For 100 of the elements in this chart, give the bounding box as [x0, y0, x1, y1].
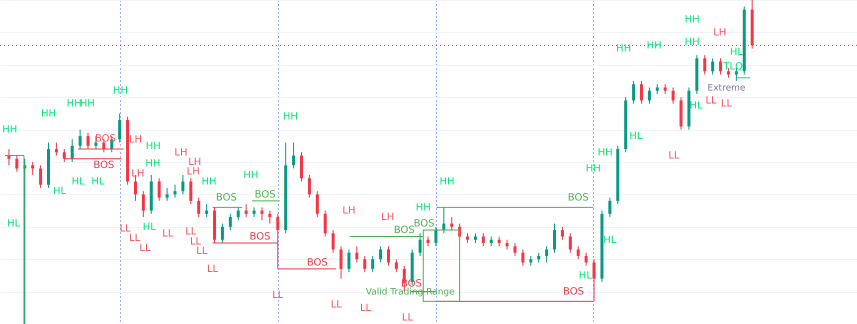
- candlestick: [506, 239, 509, 250]
- candlestick: [324, 210, 327, 238]
- annotation: HH: [684, 37, 700, 48]
- candlestick: [189, 178, 192, 205]
- candlestick: [118, 112, 122, 144]
- annotation: HH: [598, 147, 613, 158]
- annotation: HH: [684, 14, 700, 26]
- candlestick: [560, 226, 564, 240]
- candlestick: [15, 155, 18, 172]
- candlestick: [54, 142, 58, 156]
- annotation: HL: [72, 176, 86, 188]
- annotation: BOS: [414, 218, 435, 230]
- candlestick: [521, 248, 524, 266]
- candlestick: [545, 246, 548, 263]
- annotation: LH: [381, 212, 394, 224]
- annotation: HH: [201, 176, 217, 188]
- candlestick: [386, 246, 390, 266]
- annotation: BOS: [93, 160, 114, 172]
- candlestick: [513, 242, 516, 256]
- candlestick: [340, 246, 343, 280]
- candlestick: [300, 152, 303, 182]
- candlestick: [529, 255, 532, 266]
- candlestick: [347, 248, 350, 273]
- annotation: LL: [196, 246, 208, 258]
- candlestick: [39, 164, 42, 188]
- annotation: BOS: [216, 192, 237, 204]
- candlestick: [490, 236, 493, 247]
- candlestick: [7, 148, 10, 166]
- annotation: LL: [668, 150, 680, 162]
- annotation: HH: [282, 112, 298, 123]
- annotation: HH: [646, 40, 662, 52]
- annotation: LL: [705, 95, 718, 106]
- candlestick: [244, 204, 248, 218]
- candlestick: [434, 226, 438, 247]
- candlestick: [252, 206, 256, 218]
- candlestick: [640, 80, 643, 104]
- candlestick: [308, 174, 311, 198]
- candlestick: [394, 258, 398, 273]
- candlestick: [292, 142, 296, 169]
- annotation: LL: [185, 226, 197, 238]
- candlestick: [664, 84, 667, 94]
- candlestick: [426, 236, 430, 247]
- candlestick: [260, 206, 264, 221]
- candlestick: [371, 255, 374, 273]
- candlestick: [568, 232, 572, 254]
- annotation: HL: [91, 176, 105, 188]
- annotation: LL: [206, 264, 219, 275]
- annotation: HH: [66, 98, 82, 110]
- annotation: LH: [713, 27, 726, 38]
- candlestick: [711, 58, 714, 76]
- candlestick: [648, 86, 651, 104]
- candlestick: [363, 255, 366, 273]
- candlestick: [158, 178, 161, 202]
- candlestick: [31, 162, 34, 176]
- annotation: HH: [112, 86, 128, 97]
- candlestick: [632, 80, 636, 104]
- annotation: HH: [243, 170, 258, 181]
- annotation: LH: [188, 157, 202, 168]
- annotation: HL: [578, 270, 592, 282]
- candlestick: [553, 223, 556, 254]
- annotation: Valid Trading Range: [366, 288, 456, 298]
- candlestick: [166, 187, 169, 202]
- annotation: LH: [128, 134, 142, 146]
- candlestick: [466, 232, 470, 244]
- candlestick: [268, 210, 272, 224]
- candlestick: [197, 197, 200, 218]
- annotation: LL: [129, 233, 141, 244]
- candlestick: [181, 174, 184, 195]
- annotation: LL: [162, 228, 174, 240]
- candlestick: [608, 197, 612, 218]
- annotation: LH: [342, 206, 356, 217]
- annotation: BOS: [394, 225, 415, 236]
- candlestick: [656, 84, 659, 94]
- candlestick: [474, 232, 477, 244]
- candlestick: [719, 58, 722, 76]
- annotation: HH: [439, 176, 455, 188]
- annotation: LH: [186, 166, 200, 178]
- annotation: BOS: [563, 286, 584, 298]
- annotation: LL: [120, 223, 132, 234]
- candlestick: [70, 138, 74, 162]
- annotation: HH: [586, 163, 601, 174]
- annotation: Extreme: [708, 83, 746, 94]
- annotation: LH: [131, 168, 144, 180]
- annotation: HH: [146, 140, 161, 152]
- annotation: BOS: [250, 232, 270, 243]
- annotation: HL: [7, 218, 21, 230]
- candlestick: [442, 206, 446, 234]
- annotation: HH: [80, 98, 95, 110]
- candlestick: [537, 252, 540, 263]
- candlestick: [672, 86, 675, 104]
- candlestick: [236, 206, 240, 221]
- candlestick: [173, 184, 176, 198]
- candlestick: [450, 216, 454, 231]
- candlestick: [379, 246, 382, 263]
- annotation: BOS: [306, 257, 328, 268]
- annotation: HL: [689, 100, 704, 112]
- annotation: LL: [272, 290, 284, 301]
- annotation: LL: [360, 302, 372, 314]
- annotation: HL: [730, 46, 744, 58]
- annotation: HL: [53, 186, 67, 198]
